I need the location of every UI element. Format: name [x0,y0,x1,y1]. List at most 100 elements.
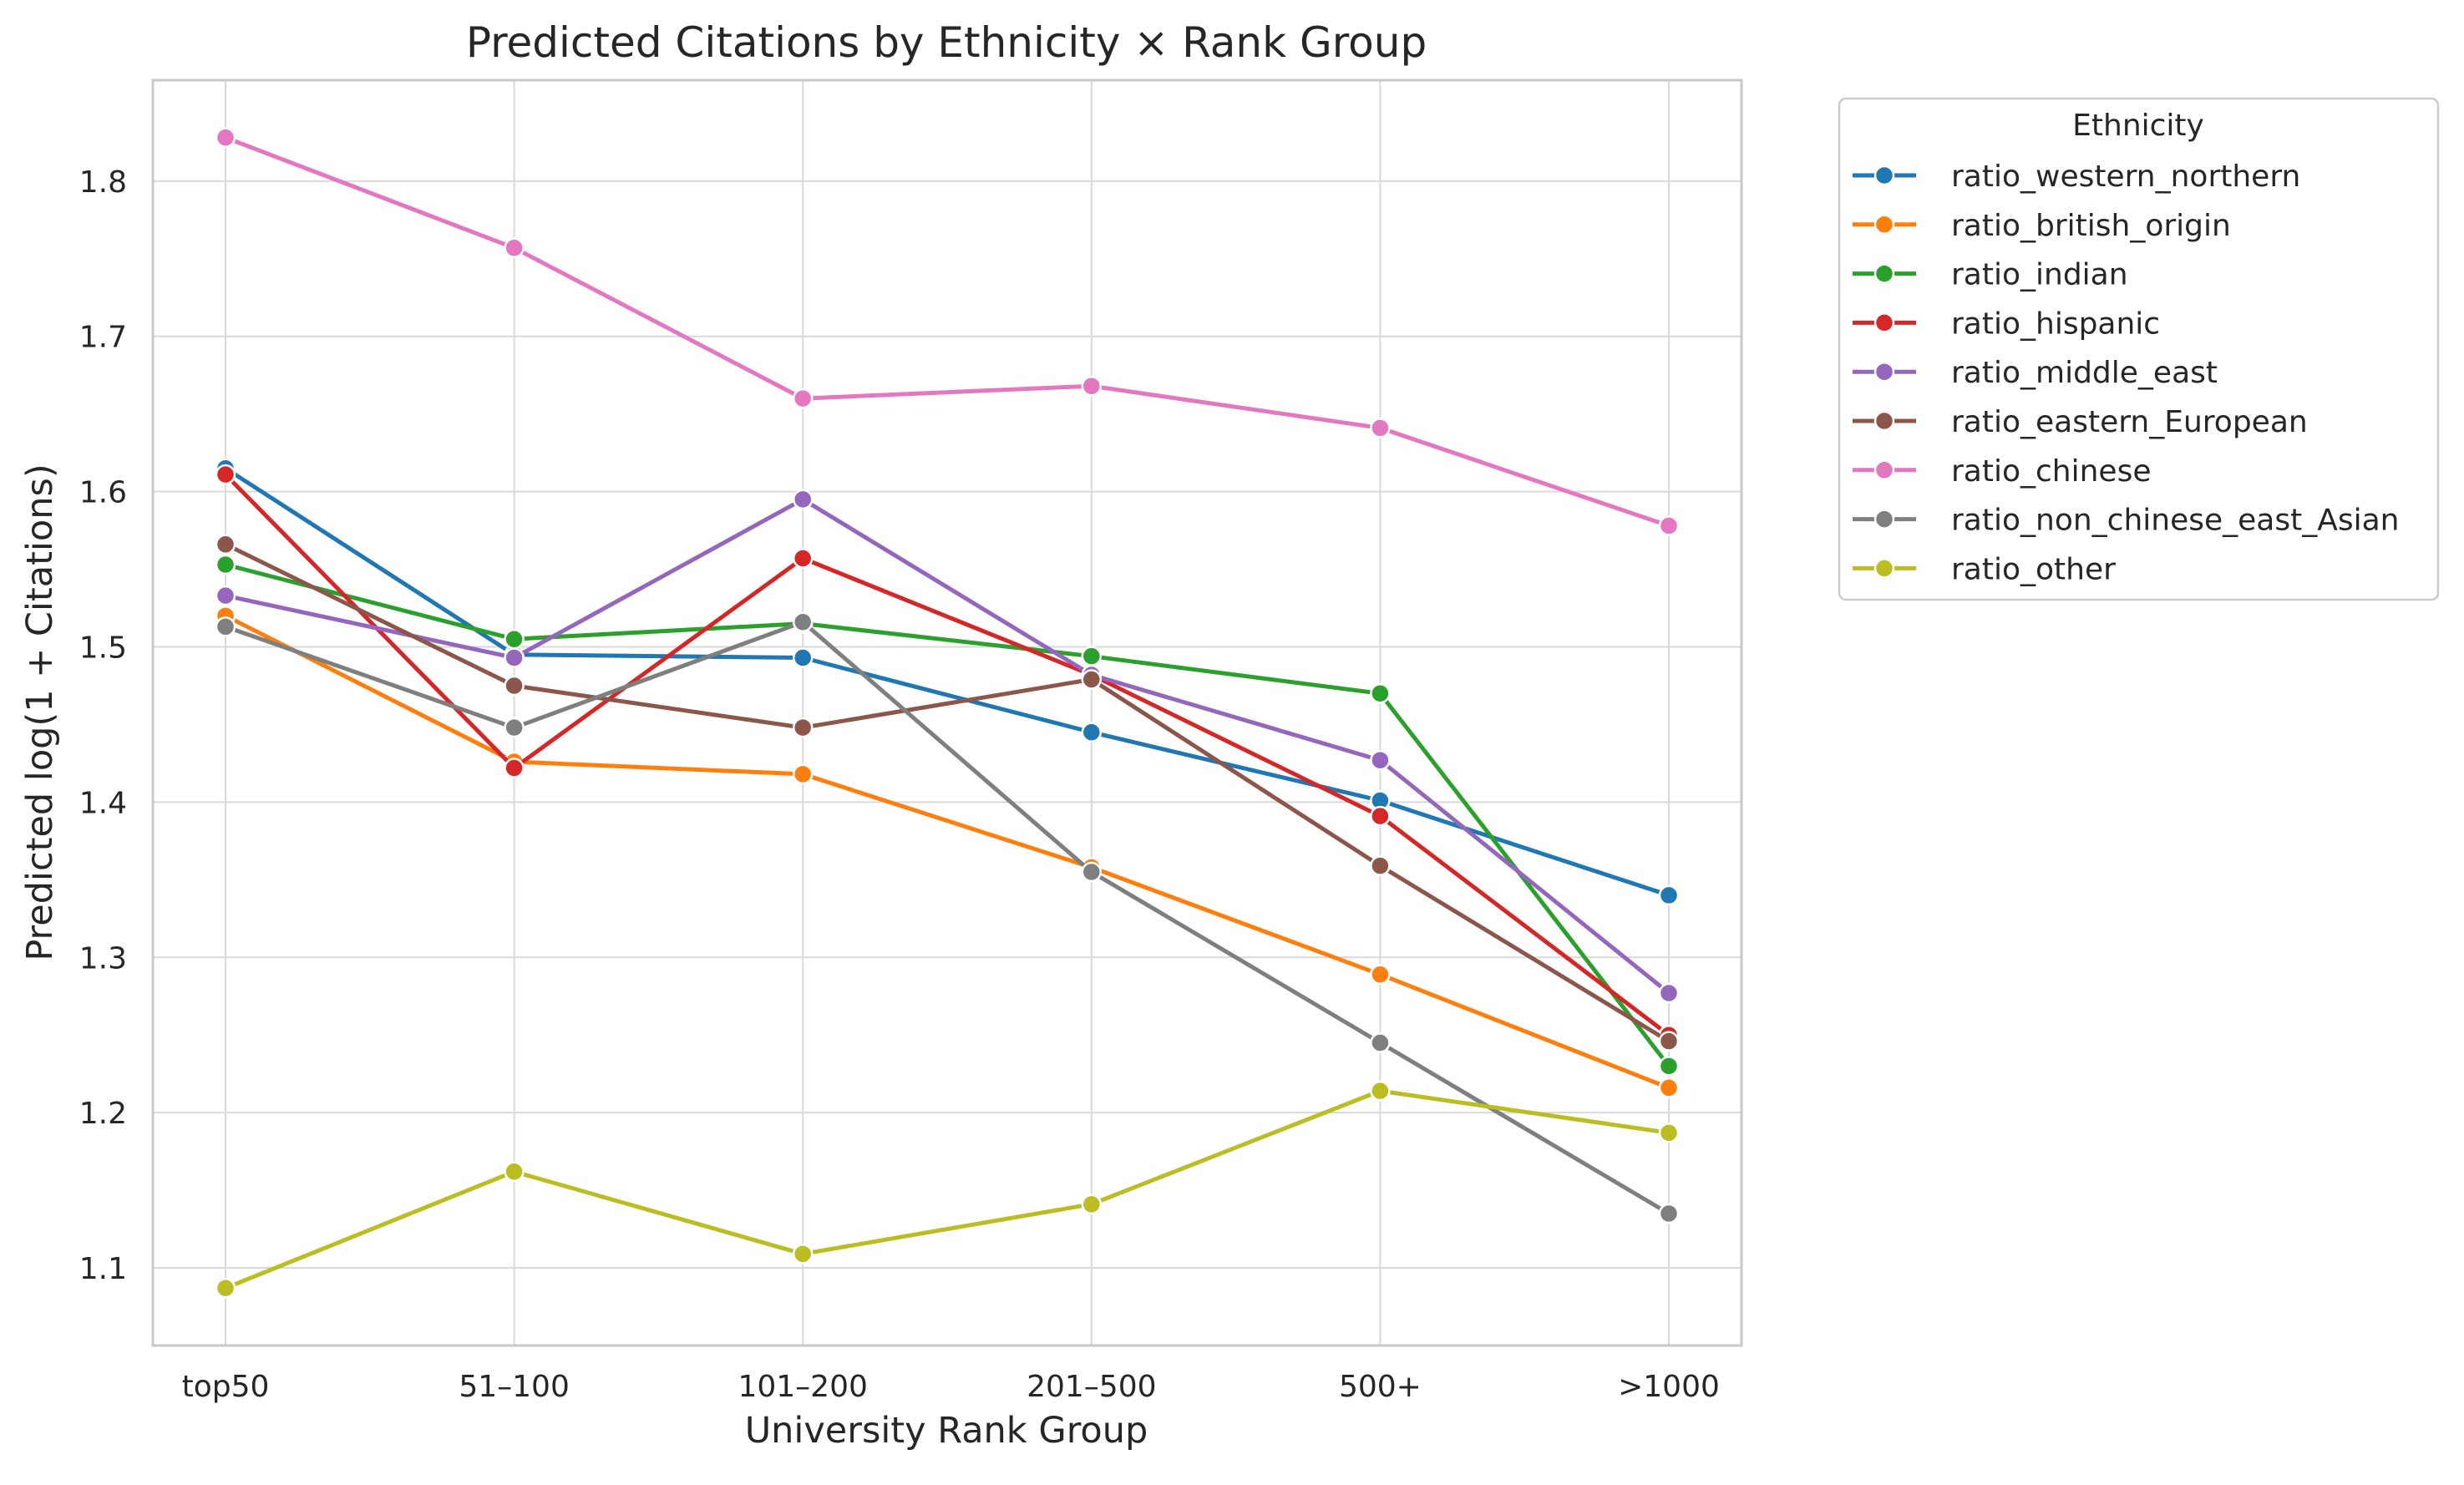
legend-label: ratio_other [1951,552,2116,586]
series-ratio_western_northern [215,458,1680,906]
legend-title: Ethnicity [2072,109,2204,143]
data-point [1370,1080,1391,1102]
series-line [223,1088,1671,1290]
series-line [223,466,1671,898]
y-tick-label: 1.7 [79,321,127,355]
series-line [223,620,1671,1216]
x-tick-label: >1000 [1618,1370,1720,1404]
y-tick-label: 1.5 [79,631,127,665]
data-point [1370,683,1391,704]
legend-item: ratio_middle_east [1853,356,2218,390]
plot-frame [151,79,1743,1347]
data-point [792,1244,814,1265]
data-point [792,647,814,668]
legend-swatch-marker [1873,214,1895,236]
series-line [223,613,1671,1090]
data-point [1081,722,1103,742]
data-point [215,554,236,575]
data-point [215,464,236,485]
x-tick-label: 201–500 [1027,1370,1156,1404]
y-tick-label: 1.6 [79,476,127,510]
data-point [504,758,525,778]
legend-label: ratio_western_northern [1951,160,2300,194]
series-line [223,562,1671,1068]
data-point [1370,964,1391,985]
data-point [1081,669,1103,690]
data-point [1370,855,1391,876]
legend-item: ratio_chinese [1853,454,2151,489]
legend-item: ratio_other [1853,552,2116,586]
data-point [792,548,814,569]
legend-label: ratio_british_origin [1951,209,2231,243]
x-tick-label: 500+ [1339,1370,1422,1404]
grid-lines [153,80,1742,1346]
data-point [792,611,814,633]
x-tick-label: 101–200 [738,1370,867,1404]
legend-label: ratio_indian [1951,258,2128,292]
data-point [1658,1056,1680,1077]
y-axis-label: Predicted log(1 + Citations) [19,464,61,960]
legend-swatch-marker [1873,509,1895,530]
data-point [504,647,525,668]
legend-item: ratio_eastern_European [1853,405,2308,439]
legend-swatch-marker [1873,558,1895,579]
y-tick-label: 1.1 [79,1252,127,1286]
data-point [792,763,814,785]
x-tick-label: top50 [182,1370,270,1404]
legend-item: ratio_non_chinese_east_Asian [1853,504,2399,538]
y-tick-labels: 1.1 1.2 1.3 1.4 1.5 1.6 1.7 1.8 [79,165,127,1286]
data-point [1658,884,1680,906]
legend-box [1838,97,2440,601]
y-tick-label: 1.8 [79,165,127,200]
data-point [1370,1032,1391,1053]
legend-label: ratio_chinese [1951,454,2151,489]
data-point [1081,861,1103,883]
data-point [1370,418,1391,438]
legend-items: ratio_western_northern ratio_british_orig… [1853,160,2399,586]
data-point [1370,805,1391,827]
series-ratio_non_chinese_east_Asian [215,611,1680,1224]
data-point [1081,646,1103,666]
data-point [1658,515,1680,536]
series-line [223,497,1671,996]
legend-swatch-marker [1873,361,1895,383]
data-point [1370,749,1391,771]
x-axis-label: University Rank Group [745,1410,1148,1452]
data-point [504,1161,525,1183]
data-point [504,628,525,650]
data-point [504,717,525,738]
data-point [1658,1031,1680,1052]
y-tick-label: 1.4 [79,786,127,820]
data-point [1658,982,1680,1004]
data-point [1658,1123,1680,1143]
legend-swatch-marker [1873,459,1895,481]
series-line [223,135,1671,528]
data-point [1081,1194,1103,1215]
chart-title: Predicted Citations by Ethnicity × Rank … [466,18,1427,67]
x-tick-labels: top50 51–100 101–200 201–500 500+ >1000 [182,1370,1720,1404]
legend-label: ratio_hispanic [1951,307,2160,341]
legend-item: ratio_western_northern [1853,160,2300,194]
legend: Ethnicity ratio_western_northern ratio_br… [1838,97,2440,601]
data-point [215,1277,236,1299]
x-tick-label: 51–100 [459,1370,570,1404]
data-point [215,616,236,637]
legend-swatch-marker [1873,263,1895,284]
legend-item: ratio_indian [1853,258,2128,292]
data-point [792,388,814,409]
y-tick-label: 1.3 [79,941,127,976]
series-line [223,472,1671,1037]
series-ratio_british_origin [215,606,1680,1098]
legend-swatch-marker [1873,410,1895,432]
data-point [504,675,525,697]
legend-swatch-marker [1873,312,1895,333]
series-ratio_chinese [215,127,1680,536]
series-line [223,542,1671,1044]
data-point [1658,1203,1680,1224]
legend-item: ratio_british_origin [1853,209,2231,243]
data-point [504,237,525,259]
legend-label: ratio_non_chinese_east_Asian [1951,504,2399,538]
data-point [792,489,814,510]
